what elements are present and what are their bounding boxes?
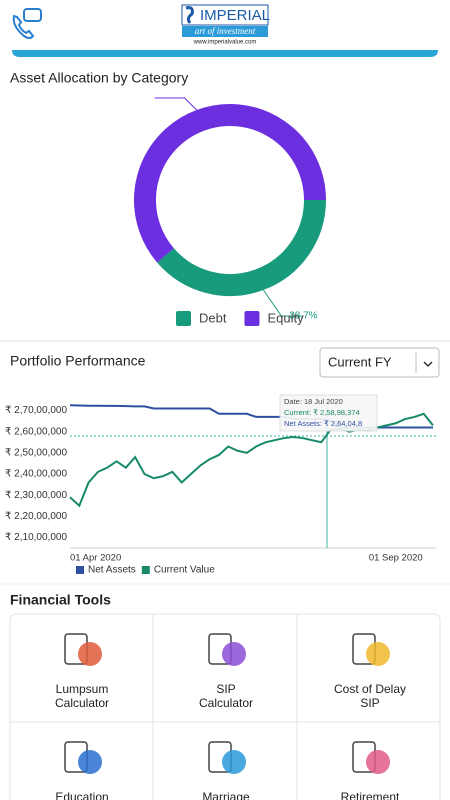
tool-label[interactable]: Retirement bbox=[341, 790, 400, 800]
tool-label[interactable]: Calculator bbox=[55, 696, 109, 710]
y-tick-label: ₹ 2,40,00,000 bbox=[5, 469, 67, 480]
icon-shape bbox=[366, 750, 390, 774]
legend-label: Net Assets bbox=[88, 565, 136, 576]
icon-shape bbox=[78, 642, 102, 666]
logo-mark bbox=[185, 6, 194, 24]
legend-label: Current Value bbox=[154, 565, 215, 576]
header-bar bbox=[12, 50, 438, 57]
line-chart: ₹ 2,10,00,000 ₹ 2,20,00,000 ₹ 2,30,00,000 ₹… bbox=[5, 394, 436, 576]
callout-line bbox=[262, 289, 304, 317]
y-tick-label: ₹ 2,20,00,000 bbox=[5, 511, 67, 522]
x-tick-label: 01 Sep 2020 bbox=[369, 553, 423, 564]
y-tick-label: ₹ 2,50,00,000 bbox=[5, 447, 67, 458]
legend-swatch bbox=[141, 566, 150, 574]
logo-box bbox=[181, 4, 269, 26]
section-title: Financial Tools bbox=[10, 592, 111, 608]
tool-label[interactable]: Marriage bbox=[202, 790, 250, 800]
series-line bbox=[69, 404, 433, 429]
tool-icon[interactable] bbox=[64, 741, 102, 774]
legend-swatch bbox=[76, 566, 84, 574]
icon-shape bbox=[222, 750, 246, 774]
legend-label: Equity bbox=[267, 310, 304, 325]
callout-line bbox=[154, 97, 197, 111]
section-title: Portfolio Performance bbox=[10, 353, 146, 369]
donut-chart: 38.7% Debt Equity bbox=[134, 97, 326, 326]
tool-label[interactable]: Cost of Delay bbox=[334, 682, 406, 696]
y-tick-label: ₹ 2,10,00,000 bbox=[5, 532, 67, 543]
x-tick-label: 01 Apr 2020 bbox=[70, 553, 121, 564]
tool-icon[interactable] bbox=[208, 741, 246, 774]
tooltip-current: Current: ₹ 2,58,98,374 bbox=[284, 408, 360, 417]
icon-shape bbox=[222, 642, 246, 666]
dropdown-arrow bbox=[423, 361, 433, 368]
period-value: Current FY bbox=[328, 354, 392, 369]
logo-url: www.imperialvalue.com bbox=[193, 40, 257, 46]
tool-label[interactable]: SIP bbox=[216, 682, 235, 696]
donut-slice bbox=[134, 104, 326, 263]
slice-label: 38.7% bbox=[289, 311, 317, 322]
section-title: Asset Allocation by Category bbox=[10, 70, 188, 86]
tooltip-date: Date: 18 Jul 2020 bbox=[284, 397, 343, 406]
tool-label[interactable]: SIP bbox=[360, 696, 379, 710]
tool-label[interactable]: Education bbox=[55, 790, 108, 800]
tool-label[interactable]: Calculator bbox=[199, 696, 253, 710]
logo-title: IMPERIAL bbox=[200, 7, 270, 24]
legend-swatch bbox=[176, 311, 191, 326]
tooltip-net-assets: Net Assets: ₹ 2,64,04,8 bbox=[284, 419, 362, 428]
series-line bbox=[69, 412, 434, 508]
y-tick-label: ₹ 2,70,00,000 bbox=[5, 405, 67, 416]
tool-label[interactable]: Lumpsum bbox=[56, 682, 109, 696]
tooltip-box bbox=[279, 394, 378, 432]
y-tick-label: ₹ 2,60,00,000 bbox=[5, 426, 67, 437]
logo-band bbox=[182, 26, 268, 37]
y-tick-label: ₹ 2,30,00,000 bbox=[5, 490, 67, 501]
tools-card bbox=[9, 613, 441, 800]
legend-label: Debt bbox=[199, 310, 227, 325]
contact-icon[interactable] bbox=[12, 8, 42, 39]
legend-swatch bbox=[244, 311, 260, 326]
tool-icon[interactable] bbox=[352, 741, 390, 774]
tool-icon[interactable] bbox=[208, 633, 246, 666]
icon-shape bbox=[78, 750, 102, 774]
tool-icon[interactable] bbox=[64, 633, 102, 666]
period-dropdown[interactable] bbox=[319, 347, 440, 378]
tool-icon[interactable] bbox=[352, 633, 390, 666]
icon-shape bbox=[366, 642, 390, 666]
logo-tagline: art of investment bbox=[195, 26, 256, 36]
donut-slice bbox=[157, 199, 326, 296]
